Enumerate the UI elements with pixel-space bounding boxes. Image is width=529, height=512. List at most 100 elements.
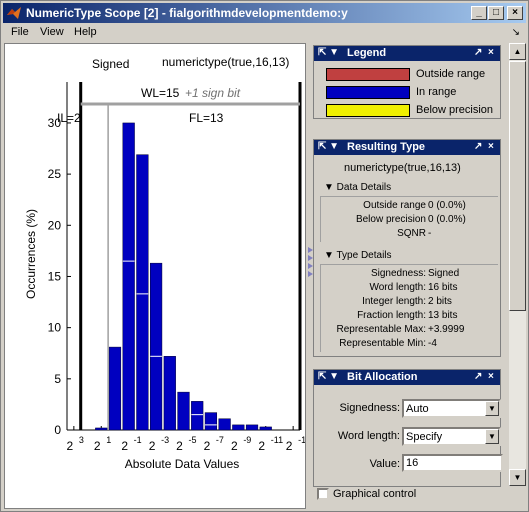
histogram-bar (95, 427, 108, 431)
legend-label: In range (416, 86, 457, 98)
menu-view[interactable]: View (40, 26, 64, 38)
x-tick-label: 2 (286, 439, 293, 453)
close-panel-icon[interactable]: × (488, 47, 494, 58)
bit-allocation-title: Bit Allocation (347, 371, 418, 383)
x-tick-label: 2 (67, 439, 74, 453)
word-length-value: 16 bits (428, 282, 458, 293)
outside-range-label: Outside range (363, 200, 426, 211)
signedness-field-label: Signedness: (339, 402, 400, 414)
undock-icon[interactable]: ↗ (474, 371, 483, 382)
legend-title: Legend (347, 47, 387, 59)
graphical-control-checkbox[interactable] (317, 488, 329, 500)
pin-icon[interactable]: ⇱ ▼ (318, 141, 340, 152)
legend-panel-header[interactable]: ⇱ ▼ Legend ↗ × (314, 46, 500, 61)
scroll-up-icon[interactable]: ▲ (509, 43, 526, 60)
close-panel-icon[interactable]: × (488, 141, 494, 152)
histogram-bar (218, 418, 231, 431)
menu-help[interactable]: Help (74, 26, 97, 38)
below-precision-swatch (326, 104, 410, 117)
menu-file[interactable]: File (11, 26, 29, 38)
x-tick-exponent: -5 (189, 435, 197, 445)
y-tick-label: 0 (54, 423, 61, 437)
dock-arrow-icon[interactable]: ↘ (511, 27, 520, 38)
word-length-select[interactable]: Specify ▼ (402, 427, 501, 446)
x-tick-exponent: -13 (298, 435, 305, 445)
panel-splitter[interactable] (307, 43, 313, 509)
legend-panel: ⇱ ▼ Legend ↗ × Outside range In range Be… (313, 45, 501, 119)
word-length-field-label: Word length: (337, 430, 400, 442)
x-tick-exponent: -11 (271, 435, 283, 445)
fl-label: FL=13 (189, 111, 224, 125)
sign-bit-label: +1 sign bit (185, 86, 241, 100)
histogram-bar (204, 412, 218, 431)
chevron-down-icon[interactable]: ▼ (485, 429, 499, 444)
scroll-down-icon[interactable]: ▼ (509, 469, 526, 486)
value-input[interactable]: 16 (402, 454, 503, 472)
close-panel-icon[interactable]: × (488, 371, 494, 382)
histogram-bar (149, 262, 163, 431)
type-details-toggle[interactable]: ▼ Type Details (324, 250, 392, 261)
outside-range-value: 0 (0.0%) (428, 200, 466, 211)
splitter-grip-icon (308, 263, 313, 269)
x-tick-label: 2 (121, 439, 128, 453)
pin-icon[interactable]: ⇱ ▼ (318, 47, 340, 58)
sqnr-value: - (428, 228, 432, 239)
y-tick-label: 30 (48, 116, 62, 130)
splitter-grip-icon (308, 271, 313, 277)
value-input-text: 16 (406, 457, 419, 469)
ylabel: Occurrences (%) (24, 209, 38, 299)
x-tick-label: 2 (258, 439, 265, 453)
numerictype-label: numerictype(true,16,13) (162, 55, 289, 69)
representable-max-label: Representable Max: (336, 324, 427, 335)
graphical-control-label: Graphical control (333, 488, 417, 500)
side-panel-scrollbar[interactable]: ▲ ▼ (509, 43, 526, 486)
histogram-bar (232, 424, 245, 431)
x-tick-label: 2 (231, 439, 238, 453)
x-tick-exponent: -1 (134, 435, 142, 445)
matlab-logo-icon (7, 7, 21, 19)
menu-bar: File View Help ↘ (3, 24, 526, 42)
minimize-button[interactable]: _ (471, 6, 487, 20)
close-button[interactable]: × (507, 6, 523, 20)
undock-icon[interactable]: ↗ (474, 141, 483, 152)
integer-length-value: 2 bits (428, 296, 452, 307)
fraction-length-label: Fraction length: (357, 310, 426, 321)
x-tick-exponent: 3 (79, 435, 84, 445)
x-tick-exponent: -7 (216, 435, 224, 445)
wl-label: WL=15 (141, 86, 180, 100)
representable-max-value: +3.9999 (428, 324, 465, 335)
chevron-down-icon[interactable]: ▼ (485, 401, 499, 416)
data-details-group (320, 196, 498, 242)
histogram-bar (136, 154, 149, 431)
resulting-type-header[interactable]: ⇱ ▼ Resulting Type ↗ × (314, 140, 500, 155)
il-label: IL=2 (57, 111, 81, 125)
x-tick-label: 2 (94, 439, 101, 453)
data-details-toggle[interactable]: ▼ Data Details (324, 182, 392, 193)
histogram-bar (108, 346, 122, 431)
x-tick-exponent: 1 (106, 435, 111, 445)
bit-allocation-panel: ⇱ ▼ Bit Allocation ↗ × Signedness: Auto … (313, 369, 503, 487)
word-length-select-value: Specify (406, 431, 443, 443)
y-tick-label: 20 (48, 218, 62, 232)
histogram-bar (177, 391, 190, 431)
y-tick-label: 15 (48, 269, 62, 283)
scrollbar-thumb[interactable] (509, 61, 526, 311)
word-length-label: Word length: (369, 282, 426, 293)
outside-range-swatch (326, 68, 410, 81)
undock-icon[interactable]: ↗ (474, 47, 483, 58)
x-tick-exponent: -3 (161, 435, 169, 445)
xlabel: Absolute Data Values (125, 457, 240, 471)
histogram-chart: Signed numerictype(true,16,13) Occurrenc… (24, 55, 305, 471)
signedness-select-value: Auto (406, 403, 429, 415)
histogram-plot[interactable]: Signed numerictype(true,16,13) Occurrenc… (4, 43, 306, 509)
signedness-value: Signed (428, 268, 460, 279)
signedness-label: Signedness: (370, 268, 426, 279)
x-tick-exponent: -9 (243, 435, 251, 445)
title-bar[interactable]: NumericType Scope [2] - fialgorithmdevel… (3, 3, 526, 23)
integer-length-label: Integer length: (362, 296, 426, 307)
pin-icon[interactable]: ⇱ ▼ (318, 371, 340, 382)
maximize-button[interactable]: □ (488, 6, 504, 20)
resulting-type-title: Resulting Type (347, 141, 426, 153)
signedness-select[interactable]: Auto ▼ (402, 399, 501, 418)
bit-allocation-header[interactable]: ⇱ ▼ Bit Allocation ↗ × (314, 370, 500, 385)
